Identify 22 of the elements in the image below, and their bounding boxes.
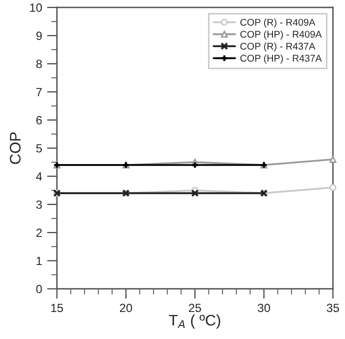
x-tick-label: 30 [258,304,270,312]
legend-label: COP (R) - R409A [240,18,316,28]
y-tick-label: 0 [36,284,42,294]
x-axis-title: T$_{A}$ ( ºC) [168,314,220,329]
x-tick-label: 15 [51,304,63,312]
x-tick-label: 35 [326,304,339,312]
y-tick-label: 6 [36,116,42,124]
y-tick-label: 1 [36,256,42,265]
y-tick-label: 7 [36,88,42,96]
y-tick-label: 9 [36,32,42,40]
x-tick-label: 20 [120,304,132,312]
y-tick-label: 2 [36,228,42,237]
y-tick-label: 4 [36,172,42,181]
x-tick-label: 25 [188,304,201,312]
legend-label: COP (R) - R437A [240,42,316,52]
y-tick-label: 3 [36,200,42,209]
y-tick-label: 10 [30,3,42,12]
legend-label: COP (HP) - R437A [240,54,322,64]
y-axis-title: COP [10,132,21,164]
y-tick-label: 5 [36,144,42,153]
y-tick-label: 8 [36,60,42,68]
legend-label: COP (HP) - R409A [240,30,322,40]
